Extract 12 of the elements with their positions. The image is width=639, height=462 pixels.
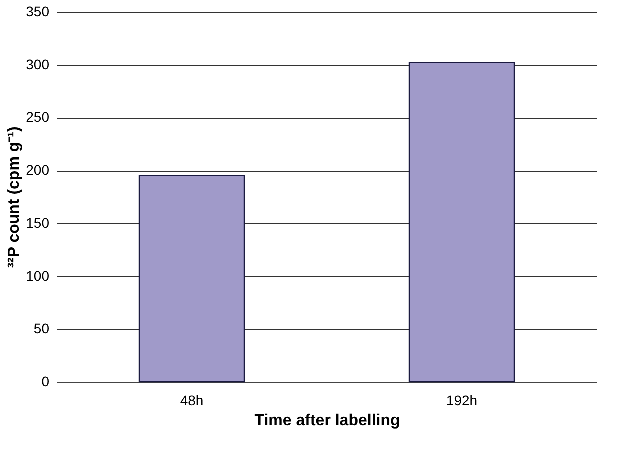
y-tick-label: 100 [26, 268, 50, 284]
x-tick-label: 48h [180, 392, 204, 408]
y-tick-label: 300 [26, 56, 50, 72]
y-tick-label: 50 [34, 320, 50, 337]
y-tick-label: 150 [26, 214, 50, 231]
y-tick-label: 200 [26, 162, 50, 178]
y-axis-title: ³²P count (cpm g⁻¹) [6, 126, 24, 268]
y-tick-label: 0 [42, 374, 50, 390]
y-tick-label: 250 [26, 109, 50, 126]
y-tick-label: 350 [26, 4, 50, 20]
x-axis-title: Time after labelling [254, 412, 400, 430]
x-tick-label: 192h [446, 392, 478, 408]
